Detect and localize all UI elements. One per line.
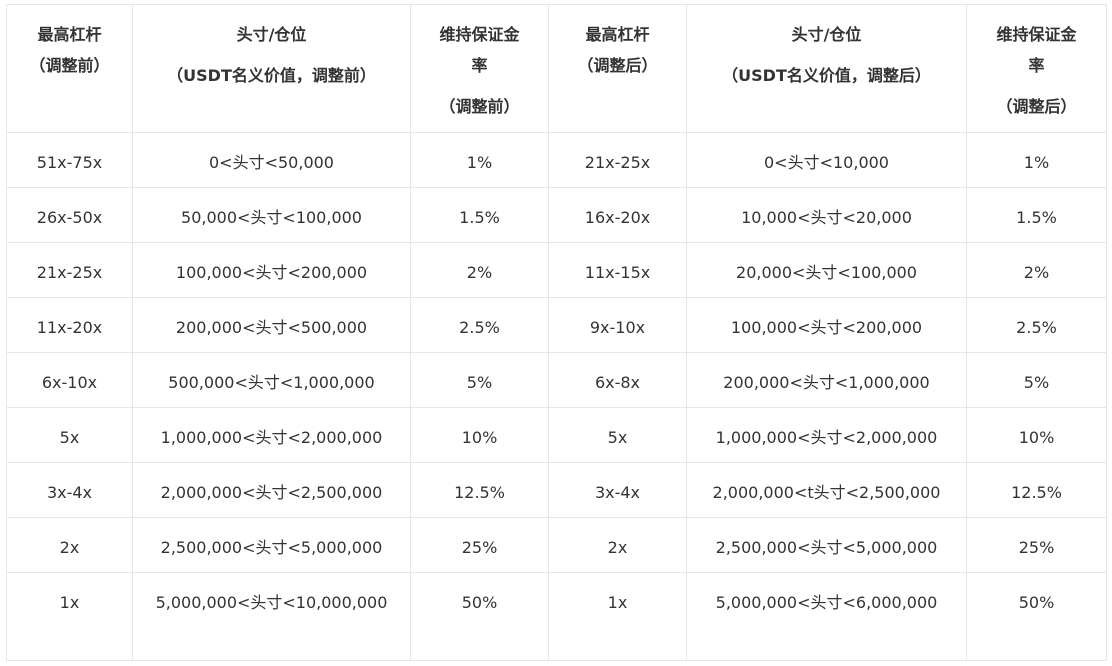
cell-max-leverage-before: 51x-75x	[6, 132, 133, 188]
header-line: 最高杠杆	[37, 25, 102, 44]
table-row: 5x 1,000,000<头寸<2,000,000 10% 5x 1,000,0…	[6, 407, 1107, 463]
cell-position-after: 0<头寸<10,000	[686, 132, 967, 188]
cell-position-after: 2,500,000<头寸<5,000,000	[686, 517, 967, 573]
cell-maintenance-margin-before: 1.5%	[410, 187, 549, 243]
table-row: 26x-50x 50,000<头寸<100,000 1.5% 16x-20x 1…	[6, 187, 1107, 243]
cell-max-leverage-after: 1x	[548, 572, 687, 661]
cell-maintenance-margin-before: 12.5%	[410, 462, 549, 518]
cell-max-leverage-after: 16x-20x	[548, 187, 687, 243]
cell-position-after: 20,000<头寸<100,000	[686, 242, 967, 298]
cell-maintenance-margin-after: 5%	[966, 352, 1107, 408]
header-maintenance-margin-before: 维持保证金 率 （调整前）	[410, 4, 549, 133]
cell-maintenance-margin-before: 1%	[410, 132, 549, 188]
table-row: 2x 2,500,000<头寸<5,000,000 25% 2x 2,500,0…	[6, 517, 1107, 573]
cell-max-leverage-after: 3x-4x	[548, 462, 687, 518]
cell-maintenance-margin-after: 1.5%	[966, 187, 1107, 243]
cell-position-after: 2,000,000<t头寸<2,500,000	[686, 462, 967, 518]
cell-position-before: 2,500,000<头寸<5,000,000	[132, 517, 411, 573]
cell-maintenance-margin-before: 2%	[410, 242, 549, 298]
cell-position-before: 100,000<头寸<200,000	[132, 242, 411, 298]
cell-position-after: 100,000<头寸<200,000	[686, 297, 967, 353]
cell-max-leverage-before: 21x-25x	[6, 242, 133, 298]
header-line: （调整前）	[29, 56, 110, 75]
table-row: 51x-75x 0<头寸<50,000 1% 21x-25x 0<头寸<10,0…	[6, 132, 1107, 188]
cell-maintenance-margin-before: 10%	[410, 407, 549, 463]
cell-position-before: 2,000,000<头寸<2,500,000	[132, 462, 411, 518]
header-position-before: 头寸/仓位 （USDT名义价值，调整前）	[132, 4, 411, 133]
table-row: 1x 5,000,000<头寸<10,000,000 50% 1x 5,000,…	[6, 572, 1107, 661]
header-line: 维持保证金	[996, 25, 1077, 44]
cell-max-leverage-before: 3x-4x	[6, 462, 133, 518]
cell-position-before: 200,000<头寸<500,000	[132, 297, 411, 353]
table-row: 3x-4x 2,000,000<头寸<2,500,000 12.5% 3x-4x…	[6, 462, 1107, 518]
table-row: 21x-25x 100,000<头寸<200,000 2% 11x-15x 20…	[6, 242, 1107, 298]
cell-max-leverage-after: 11x-15x	[548, 242, 687, 298]
cell-position-before: 50,000<头寸<100,000	[132, 187, 411, 243]
header-position-after: 头寸/仓位 （USDT名义价值，调整后）	[686, 4, 967, 133]
header-line: （调整前）	[439, 97, 520, 116]
cell-max-leverage-after: 2x	[548, 517, 687, 573]
cell-max-leverage-before: 1x	[6, 572, 133, 661]
leverage-tier-table: 最高杠杆 （调整前） 头寸/仓位 （USDT名义价值，调整前） 维持保证金 率 …	[6, 4, 1107, 661]
cell-maintenance-margin-after: 1%	[966, 132, 1107, 188]
header-max-leverage-before: 最高杠杆 （调整前）	[6, 4, 133, 133]
cell-max-leverage-before: 6x-10x	[6, 352, 133, 408]
header-line: （USDT名义价值，调整前）	[167, 66, 376, 85]
cell-position-after: 1,000,000<头寸<2,000,000	[686, 407, 967, 463]
header-row: 最高杠杆 （调整前） 头寸/仓位 （USDT名义价值，调整前） 维持保证金 率 …	[6, 4, 1107, 133]
cell-maintenance-margin-after: 2%	[966, 242, 1107, 298]
header-line: 维持保证金	[439, 25, 520, 44]
header-line: 率	[471, 56, 488, 75]
header-line: 最高杠杆	[585, 25, 650, 44]
header-line: 率	[1028, 56, 1045, 75]
header-line: 头寸/仓位	[236, 25, 307, 44]
cell-maintenance-margin-after: 10%	[966, 407, 1107, 463]
header-maintenance-margin-after: 维持保证金 率 （调整后）	[966, 4, 1107, 133]
cell-maintenance-margin-before: 2.5%	[410, 297, 549, 353]
cell-max-leverage-after: 21x-25x	[548, 132, 687, 188]
cell-position-before: 0<头寸<50,000	[132, 132, 411, 188]
cell-max-leverage-before: 2x	[6, 517, 133, 573]
cell-position-after: 200,000<头寸<1,000,000	[686, 352, 967, 408]
cell-maintenance-margin-after: 25%	[966, 517, 1107, 573]
cell-max-leverage-after: 9x-10x	[548, 297, 687, 353]
header-max-leverage-after: 最高杠杆 （调整后）	[548, 4, 687, 133]
header-line: （调整后）	[577, 56, 658, 75]
cell-maintenance-margin-before: 5%	[410, 352, 549, 408]
cell-maintenance-margin-before: 25%	[410, 517, 549, 573]
cell-position-after: 10,000<头寸<20,000	[686, 187, 967, 243]
cell-maintenance-margin-after: 2.5%	[966, 297, 1107, 353]
table-row: 6x-10x 500,000<头寸<1,000,000 5% 6x-8x 200…	[6, 352, 1107, 408]
cell-position-before: 5,000,000<头寸<10,000,000	[132, 572, 411, 661]
cell-max-leverage-before: 11x-20x	[6, 297, 133, 353]
header-line: （调整后）	[996, 97, 1077, 116]
cell-maintenance-margin-before: 50%	[410, 572, 549, 661]
cell-max-leverage-after: 5x	[548, 407, 687, 463]
cell-position-before: 1,000,000<头寸<2,000,000	[132, 407, 411, 463]
cell-max-leverage-before: 5x	[6, 407, 133, 463]
table-row: 11x-20x 200,000<头寸<500,000 2.5% 9x-10x 1…	[6, 297, 1107, 353]
cell-position-before: 500,000<头寸<1,000,000	[132, 352, 411, 408]
cell-maintenance-margin-after: 12.5%	[966, 462, 1107, 518]
cell-max-leverage-before: 26x-50x	[6, 187, 133, 243]
cell-maintenance-margin-after: 50%	[966, 572, 1107, 661]
header-line: 头寸/仓位	[791, 25, 862, 44]
cell-position-after: 5,000,000<头寸<6,000,000	[686, 572, 967, 661]
cell-max-leverage-after: 6x-8x	[548, 352, 687, 408]
header-line: （USDT名义价值，调整后）	[722, 66, 931, 85]
